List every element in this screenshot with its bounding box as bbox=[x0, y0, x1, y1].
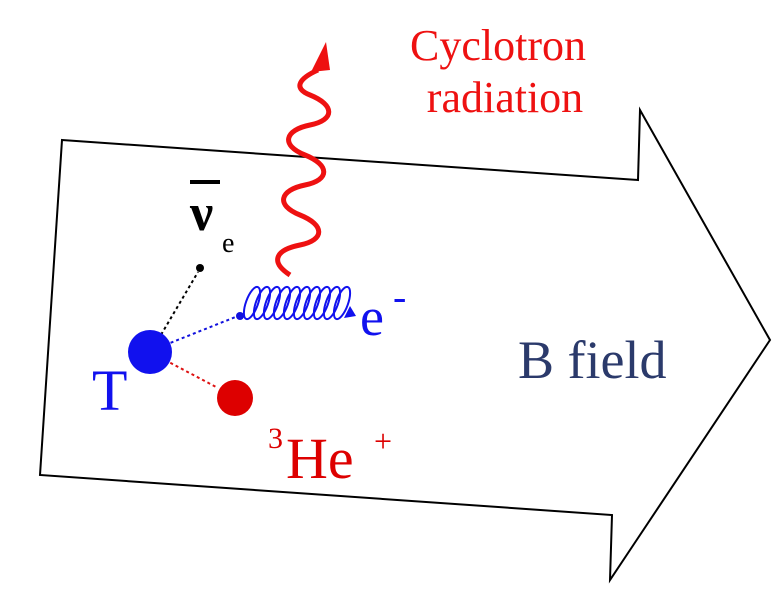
radiation-arrowhead bbox=[311, 42, 330, 72]
neutrino-symbol: ν bbox=[189, 185, 213, 242]
electron-charge: - bbox=[393, 274, 406, 319]
field-label: B field bbox=[518, 330, 666, 390]
radiation-label: radiation bbox=[427, 73, 583, 122]
neutrino-dot bbox=[196, 264, 204, 272]
helium-nucleus bbox=[217, 380, 253, 416]
neutrino-subscript: e bbox=[222, 228, 234, 259]
tritium-nucleus bbox=[128, 330, 172, 374]
electron-symbol: e bbox=[360, 287, 384, 347]
radiation-label: Cyclotron bbox=[410, 21, 586, 70]
helium-charge: + bbox=[374, 423, 392, 459]
tritium-label: T bbox=[92, 358, 127, 423]
diagram: Cyclotron radiation ν e e - T 3 He + B f… bbox=[0, 0, 782, 595]
helium-symbol: He bbox=[286, 426, 354, 491]
electron-dot bbox=[236, 312, 244, 320]
helium-mass-number: 3 bbox=[268, 422, 283, 455]
